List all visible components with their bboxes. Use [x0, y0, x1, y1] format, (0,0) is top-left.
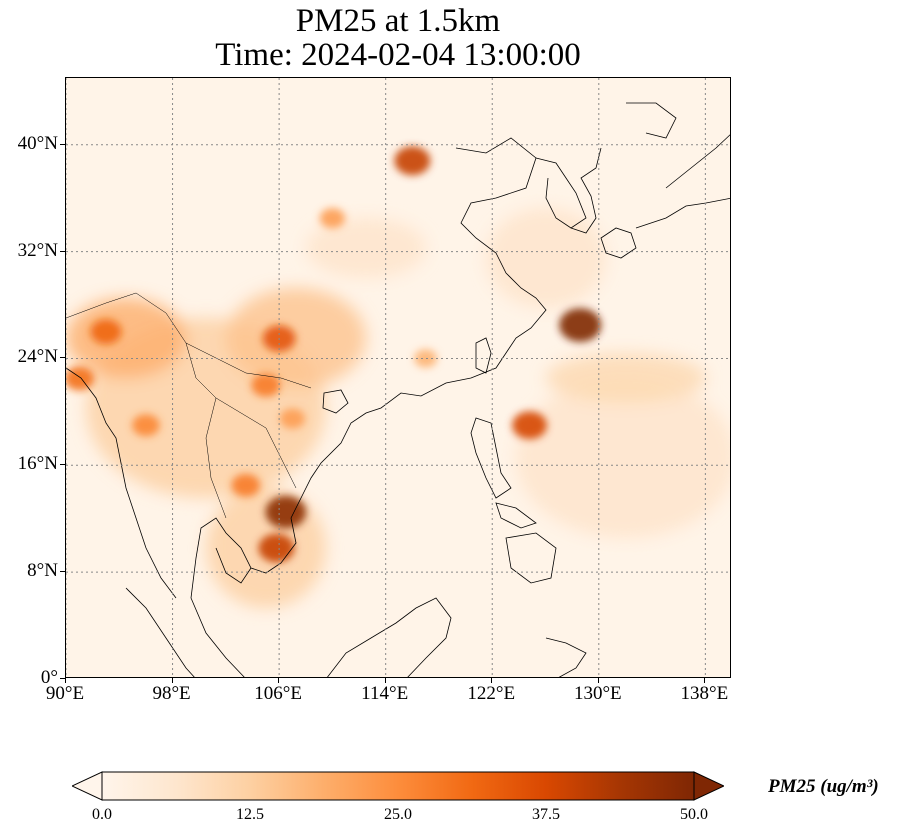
- korea-peninsula: [570, 147, 602, 234]
- pm25-field-map: [66, 78, 730, 677]
- latitude-tick-mark: [60, 357, 65, 359]
- japan-honshu: [635, 134, 730, 229]
- latitude-tick-label: 8°N: [27, 560, 58, 582]
- latitude-tick-mark: [60, 143, 65, 145]
- longitude-tick-mark: [171, 678, 173, 683]
- colorbar-tick-label: 25.0: [384, 806, 412, 823]
- latitude-tick-label: 40°N: [17, 132, 58, 154]
- pm25-hotspot: [90, 319, 122, 345]
- pm25-hotspot: [258, 533, 295, 563]
- pm25-hotspot: [414, 349, 438, 368]
- longitude-tick-mark: [65, 678, 66, 683]
- latitude-tick-label: 24°N: [17, 346, 58, 368]
- china-coast: [290, 137, 547, 519]
- pm25-hotspot: [251, 373, 281, 397]
- longitude-tick-label: 130°E: [573, 683, 622, 704]
- latitude-tick-mark: [60, 464, 65, 466]
- longitude-tick-label: 114°E: [361, 683, 409, 704]
- myanmar-coast: [66, 367, 177, 599]
- japan-kyushu: [600, 227, 637, 259]
- latitude-tick-mark: [60, 250, 65, 252]
- colorbar-tick-label: 0.0: [92, 806, 112, 823]
- pm25-hotspot: [319, 208, 345, 229]
- pm25-hotspot: [265, 495, 307, 529]
- longitude-tick-label: 90°E: [45, 683, 85, 704]
- colorbar-min-extend: [72, 771, 103, 801]
- colorbar-label: PM25 (ug/m³): [768, 776, 879, 797]
- latitude-tick-label: 32°N: [17, 239, 58, 261]
- indochina-borders: [185, 342, 297, 519]
- philippines-visayas: [495, 502, 537, 529]
- concentration-field: [66, 208, 730, 608]
- colorbar-tick-label: 50.0: [680, 806, 708, 823]
- longitude-tick-mark: [278, 678, 280, 683]
- longitude-tick-label: 106°E: [254, 683, 302, 704]
- philippines-luzon: [470, 417, 512, 499]
- colorbar: [72, 771, 724, 801]
- coastlines: [66, 102, 730, 677]
- sumatra-coast: [125, 587, 195, 677]
- longitude-tick-label: 98°E: [152, 683, 191, 704]
- map-panel: [65, 77, 731, 678]
- gulf-of-thailand: [215, 547, 252, 584]
- pm25-hotspot: [231, 473, 261, 497]
- title-time: Time: 2024-02-04 13:00:00: [215, 37, 581, 73]
- hainan-coast: [322, 389, 349, 414]
- latitude-tick-label: 16°N: [17, 453, 58, 475]
- pm25-hotspot: [279, 408, 306, 429]
- taiwan-coast: [475, 337, 492, 374]
- pm25-hotspot: [132, 414, 160, 437]
- philippines-mindanao: [505, 532, 557, 584]
- indochina-coast: [190, 517, 297, 677]
- sulawesi-coast: [545, 637, 587, 677]
- longitude-tick-label: 122°E: [467, 683, 516, 704]
- pm25-hotspot: [394, 146, 431, 176]
- longitude-tick-mark: [491, 678, 493, 683]
- korea-coast: [535, 157, 587, 229]
- colorbar-gradient: [101, 771, 695, 801]
- borneo-coast: [327, 597, 452, 677]
- colorbar-tick-label: 37.5: [532, 806, 560, 823]
- hokkaido-coast: [626, 102, 677, 139]
- longitude-tick-label: 138°E: [680, 683, 729, 704]
- longitude-tick-mark: [597, 678, 599, 683]
- title-variable: PM25 at 1.5km: [295, 3, 501, 39]
- latitude-tick-mark: [60, 571, 65, 573]
- colorbar-max-extend: [693, 771, 724, 801]
- gridlines: [66, 78, 730, 677]
- colorbar-tick-label: 12.5: [236, 806, 264, 823]
- longitude-tick-mark: [704, 678, 706, 683]
- longitude-tick-mark: [384, 678, 386, 683]
- pm25-hotspot: [559, 308, 602, 342]
- map-title: PM25 at 1.5km Time: 2024-02-04 13:00:00: [65, 4, 731, 72]
- latitude-tick-mark: [60, 678, 65, 679]
- pm25-hotspot: [512, 411, 547, 440]
- latitude-tick-label: 0°: [40, 667, 58, 688]
- hotspots-layer: [66, 146, 602, 563]
